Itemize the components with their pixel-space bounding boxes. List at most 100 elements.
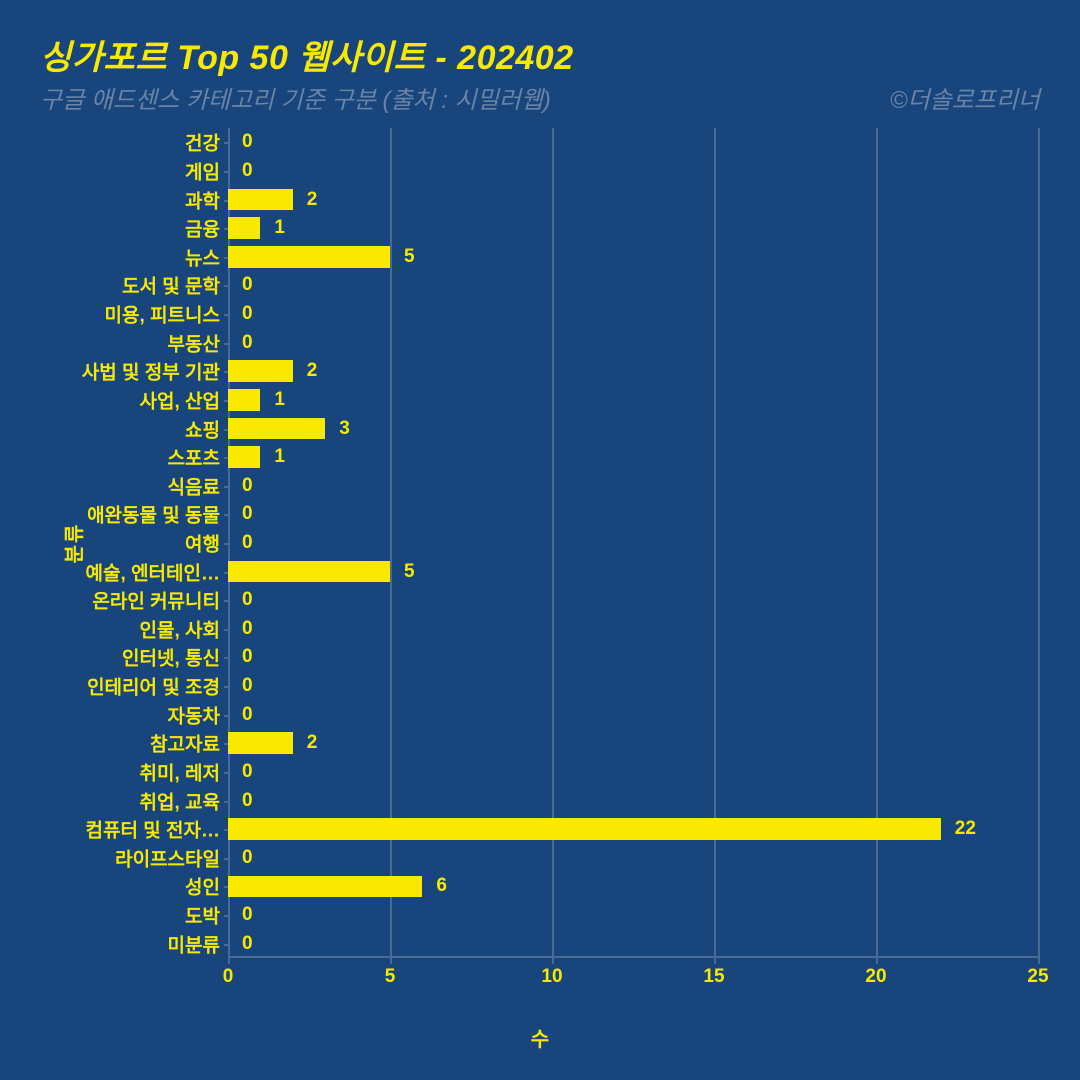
- x-tick-mark: [390, 958, 392, 964]
- category-label: 쇼핑: [0, 415, 220, 442]
- category-label: 취미, 레저: [0, 758, 220, 785]
- category-label: 참고자료: [0, 730, 220, 757]
- y-tick-mark: [224, 514, 228, 516]
- category-row: 컴퓨터 및 전자… 22: [0, 815, 1080, 844]
- category-label: 예술, 엔터테인…: [0, 558, 220, 585]
- value-label: 1: [274, 389, 285, 411]
- y-tick-mark: [224, 715, 228, 717]
- x-tick-label: 15: [703, 966, 724, 988]
- x-tick-label: 25: [1027, 966, 1048, 988]
- category-label: 금융: [0, 215, 220, 242]
- value-label: 0: [242, 790, 253, 812]
- bar: [228, 189, 293, 211]
- category-label: 여행: [0, 529, 220, 556]
- category-label: 인테리어 및 조경: [0, 673, 220, 700]
- y-tick-mark: [224, 343, 228, 345]
- value-label: 0: [242, 503, 253, 525]
- value-label: 0: [242, 131, 253, 153]
- bar: [228, 246, 390, 268]
- category-label: 식음료: [0, 472, 220, 499]
- value-label: 0: [242, 589, 253, 611]
- category-label: 뉴스: [0, 243, 220, 270]
- x-tick-mark: [1038, 958, 1040, 964]
- value-label: 0: [242, 532, 253, 554]
- value-label: 0: [242, 160, 253, 182]
- value-label: 3: [339, 418, 350, 440]
- bar: [228, 561, 390, 583]
- category-label: 도박: [0, 902, 220, 929]
- category-row: 게임 0: [0, 157, 1080, 186]
- category-row: 과학 2: [0, 185, 1080, 214]
- value-label: 0: [242, 761, 253, 783]
- category-label: 게임: [0, 157, 220, 184]
- category-row: 애완동물 및 동물 0: [0, 500, 1080, 529]
- category-row: 참고자료 2: [0, 729, 1080, 758]
- category-label: 미용, 피트니스: [0, 301, 220, 328]
- category-row: 미용, 피트니스0: [0, 300, 1080, 329]
- chart-title: 싱가포르 Top 50 웹사이트 - 202402: [40, 30, 574, 79]
- category-label: 건강: [0, 129, 220, 156]
- category-row: 자동차0: [0, 700, 1080, 729]
- value-label: 0: [242, 904, 253, 926]
- value-label: 0: [242, 933, 253, 955]
- category-label: 애완동물 및 동물: [0, 501, 220, 528]
- y-tick-mark: [224, 629, 228, 631]
- value-label: 0: [242, 274, 253, 296]
- category-label: 컴퓨터 및 전자…: [0, 816, 220, 843]
- y-tick-mark: [224, 314, 228, 316]
- value-label: 22: [955, 818, 976, 840]
- category-label: 인물, 사회: [0, 615, 220, 642]
- bar: [228, 418, 325, 440]
- x-tick-label: 10: [541, 966, 562, 988]
- chart-subtitle: 구글 애드센스 카테고리 기준 구분 (출처 : 시밀러웹): [40, 80, 551, 115]
- bar: [228, 389, 260, 411]
- category-label: 라이프스타일: [0, 844, 220, 871]
- x-tick-label: 20: [865, 966, 886, 988]
- category-row: 라이프스타일 0: [0, 844, 1080, 873]
- category-row: 식음료 0: [0, 471, 1080, 500]
- category-row: 도박 0: [0, 901, 1080, 930]
- bar: [228, 876, 422, 898]
- category-row: 사법 및 정부 기관2: [0, 357, 1080, 386]
- y-tick-mark: [224, 142, 228, 144]
- category-label: 과학: [0, 186, 220, 213]
- category-row: 성인6: [0, 872, 1080, 901]
- y-tick-mark: [224, 600, 228, 602]
- y-tick-mark: [224, 772, 228, 774]
- category-row: 예술, 엔터테인…5: [0, 557, 1080, 586]
- chart-area: 분류 수 0510152025건강0게임0과학2금융1뉴스5도서 및 문학0미용…: [0, 128, 1080, 1068]
- value-label: 0: [242, 704, 253, 726]
- value-label: 2: [307, 189, 318, 211]
- category-row: 여행 0: [0, 529, 1080, 558]
- y-tick-mark: [224, 858, 228, 860]
- category-row: 스포츠1: [0, 443, 1080, 472]
- x-tick-label: 5: [385, 966, 396, 988]
- category-row: 인테리어 및 조경 0: [0, 672, 1080, 701]
- bar: [228, 446, 260, 468]
- category-label: 인터넷, 통신: [0, 644, 220, 671]
- y-tick-mark: [224, 171, 228, 173]
- category-label: 온라인 커뮤니티: [0, 587, 220, 614]
- chart-credit: ©더솔로프리너: [890, 80, 1040, 115]
- y-tick-mark: [224, 657, 228, 659]
- category-row: 쇼핑 3: [0, 414, 1080, 443]
- y-tick-mark: [224, 915, 228, 917]
- category-label: 부동산: [0, 329, 220, 356]
- category-row: 건강 0: [0, 128, 1080, 157]
- bar: [228, 360, 293, 382]
- value-label: 0: [242, 475, 253, 497]
- value-label: 0: [242, 646, 253, 668]
- value-label: 2: [307, 732, 318, 754]
- category-label: 성인: [0, 873, 220, 900]
- category-row: 뉴스5: [0, 242, 1080, 271]
- value-label: 0: [242, 847, 253, 869]
- category-row: 도서 및 문학0: [0, 271, 1080, 300]
- value-label: 0: [242, 332, 253, 354]
- value-label: 0: [242, 675, 253, 697]
- category-label: 미분류: [0, 930, 220, 957]
- value-label: 1: [274, 217, 285, 239]
- y-tick-mark: [224, 801, 228, 803]
- y-tick-mark: [224, 486, 228, 488]
- y-tick-mark: [224, 686, 228, 688]
- category-row: 인터넷, 통신 0: [0, 643, 1080, 672]
